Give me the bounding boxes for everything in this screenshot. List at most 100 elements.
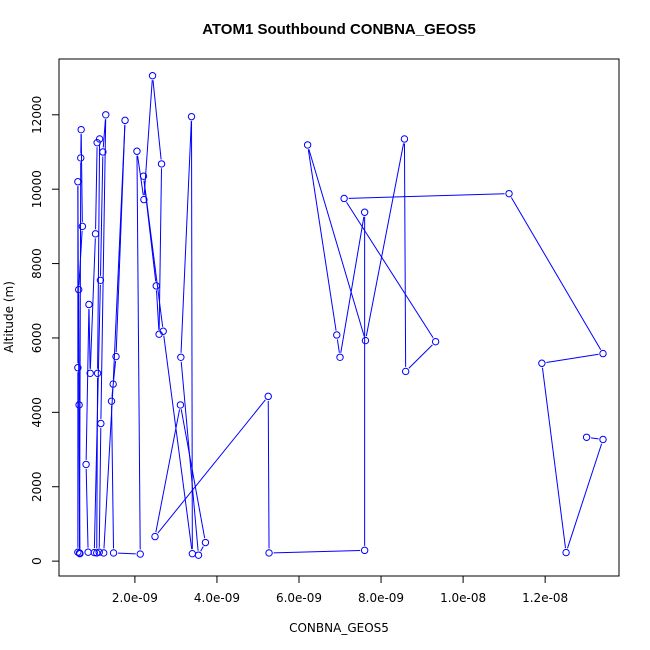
series-segment	[143, 80, 153, 196]
data-point	[336, 353, 344, 361]
series-segment	[546, 353, 599, 364]
data-point	[96, 276, 105, 285]
y-tick-label: 10000	[30, 170, 44, 208]
series-segment	[267, 400, 270, 549]
data-point	[74, 285, 83, 294]
y-axis-label: Altitude (m)	[2, 281, 16, 353]
data-point	[78, 222, 87, 231]
series-segment	[143, 180, 164, 327]
series-segment	[98, 427, 102, 548]
data-point	[107, 397, 116, 405]
series-segment	[307, 149, 337, 331]
data-point	[121, 116, 129, 125]
data-point	[100, 549, 108, 557]
y-axis: 0 2000 4000 6000 8000 10000 12000	[30, 96, 60, 565]
series-segment	[200, 546, 204, 552]
series-segment	[348, 193, 505, 199]
series-segment	[590, 437, 599, 440]
y-tick-label: 4000	[30, 397, 44, 428]
series-segment	[85, 308, 90, 460]
series-segment	[118, 552, 136, 555]
y-tick-label: 2000	[30, 471, 44, 502]
series-segment	[340, 216, 365, 353]
data-point	[151, 532, 159, 541]
data-point	[431, 337, 440, 346]
data-point	[97, 419, 105, 428]
series-segment	[85, 468, 89, 548]
data-point	[112, 352, 120, 361]
y-tick-label: 6000	[30, 323, 44, 354]
data-point	[333, 331, 341, 339]
data-point	[177, 353, 185, 361]
x-tick-label: 8.0e-09	[358, 591, 404, 605]
data-point	[84, 548, 92, 556]
data-point	[505, 189, 513, 198]
data-point	[582, 433, 591, 441]
series-segment	[403, 143, 407, 367]
series-segment	[102, 119, 106, 148]
series-segment	[95, 147, 98, 230]
data-point	[187, 112, 196, 121]
series-segment	[78, 409, 81, 550]
series-segment	[155, 409, 181, 533]
series-segment	[308, 149, 365, 337]
data-point	[75, 401, 83, 409]
series-segment	[100, 156, 104, 276]
series-segment	[136, 155, 141, 550]
series-segment	[93, 284, 101, 549]
x-axis-label: CONBNA_GEOS5	[289, 621, 389, 635]
data-point	[361, 336, 370, 345]
data-point	[139, 172, 148, 180]
x-tick-label: 1.0e-08	[440, 591, 486, 605]
data-point	[85, 300, 93, 309]
data-point	[109, 380, 117, 388]
data-point	[90, 548, 98, 557]
data-point	[93, 138, 101, 147]
data-point	[136, 550, 144, 558]
data-point	[303, 141, 312, 149]
y-tick-label: 0	[30, 557, 44, 565]
series-segment	[89, 238, 96, 369]
series-segment	[191, 121, 193, 550]
x-tick-label: 6.0e-09	[276, 591, 322, 605]
x-tick-label: 4.0e-09	[194, 591, 240, 605]
data-point	[538, 359, 546, 367]
data-point	[159, 327, 167, 335]
data-point	[82, 460, 90, 469]
data-point	[86, 369, 94, 377]
series-lines	[77, 80, 603, 555]
data-point	[188, 549, 197, 558]
plot-area-frame	[58, 58, 620, 577]
data-point	[109, 549, 118, 557]
data-point	[91, 230, 100, 238]
series-segment	[97, 143, 101, 369]
data-point	[340, 194, 348, 203]
series-segment	[163, 335, 193, 550]
data-point	[360, 208, 369, 216]
data-point	[148, 72, 157, 80]
data-point	[152, 282, 160, 290]
data-point	[176, 401, 185, 409]
data-point	[400, 135, 409, 143]
data-point	[95, 548, 103, 556]
data-point	[140, 195, 148, 204]
series-segment	[152, 80, 162, 160]
series-segment	[155, 290, 160, 330]
series-segment	[111, 405, 115, 549]
data-point	[74, 178, 82, 186]
series-segment	[273, 549, 361, 554]
data-point	[401, 367, 410, 376]
data-point	[599, 349, 607, 358]
data-point	[157, 160, 166, 168]
data-point	[133, 147, 141, 155]
series-segment	[365, 143, 405, 337]
series-points	[74, 72, 607, 559]
x-tick-label: 2.0e-09	[112, 591, 158, 605]
chart-title: ATOM1 Southbound CONBNA_GEOS5	[202, 21, 476, 38]
series-segment	[180, 409, 206, 539]
data-point	[194, 551, 203, 559]
series-segment	[115, 124, 126, 353]
data-point	[77, 125, 85, 134]
data-point	[93, 369, 102, 377]
